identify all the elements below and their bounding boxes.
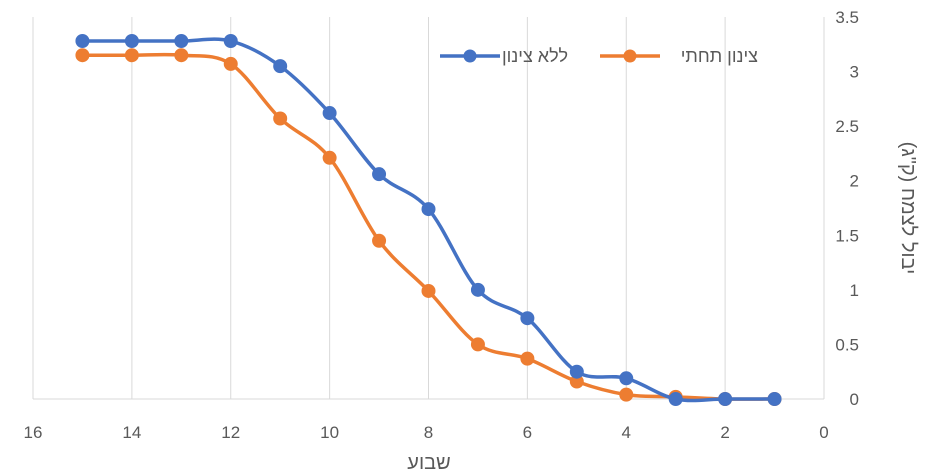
data-point [322, 106, 337, 121]
y-tick-label: 0 [850, 390, 859, 409]
legend-label: צינון תחתי [681, 46, 758, 66]
legend: ללא צינון צינון תחתי [440, 46, 758, 66]
data-point [124, 34, 139, 49]
y-tick-label: 1.5 [835, 226, 859, 245]
data-point [619, 371, 634, 386]
data-point [718, 392, 733, 406]
y-tick-label: 0.5 [835, 335, 859, 354]
series-1 [75, 34, 782, 406]
y-axis-title: יבול לצמח (ק"ג) [897, 142, 919, 275]
data-point [421, 283, 436, 298]
x-tick-labels: 16 14 12 10 8 6 4 2 0 [24, 423, 829, 442]
data-point [470, 282, 485, 297]
data-point [520, 351, 535, 366]
series-line [82, 52, 775, 401]
data-point [520, 311, 535, 326]
data-point [223, 56, 238, 71]
y-tick-label: 2 [850, 172, 859, 191]
x-tick-label: 16 [24, 423, 43, 442]
x-tick-label: 4 [622, 423, 631, 442]
data-point [569, 364, 584, 379]
data-point [75, 48, 90, 63]
data-point [273, 111, 288, 126]
y-tick-label: 3.5 [835, 8, 859, 27]
series-group [75, 34, 782, 406]
data-point [174, 48, 189, 63]
x-tick-label: 6 [523, 423, 532, 442]
x-tick-label: 12 [221, 423, 240, 442]
x-tick-label: 2 [720, 423, 729, 442]
y-tick-label: 1 [850, 281, 859, 300]
x-tick-label: 10 [320, 423, 339, 442]
legend-label: ללא צינון [502, 46, 568, 66]
y-tick-label: 2.5 [835, 117, 859, 136]
legend-item: צינון תחתי [600, 46, 758, 66]
legend-marker [623, 49, 637, 63]
legend-marker [463, 49, 477, 63]
data-point [470, 337, 485, 352]
x-tick-label: 14 [122, 423, 141, 442]
x-axis-title: שבוע [407, 452, 450, 474]
data-point [322, 150, 337, 165]
x-tick-label: 0 [819, 423, 828, 442]
legend-item: ללא צינון [440, 46, 568, 66]
data-point [619, 387, 634, 402]
data-point [767, 392, 782, 406]
data-point [124, 48, 139, 63]
x-tick-label: 8 [424, 423, 433, 442]
data-point [75, 34, 90, 49]
y-tick-label: 3 [850, 63, 859, 82]
data-point [421, 202, 436, 217]
data-point [372, 233, 387, 248]
data-point [223, 34, 238, 49]
data-point [174, 34, 189, 49]
y-tick-labels: 0 0.5 1 1.5 2 2.5 3 3.5 [835, 8, 859, 409]
data-point [372, 167, 387, 182]
data-point [273, 59, 288, 74]
data-point [668, 392, 683, 406]
